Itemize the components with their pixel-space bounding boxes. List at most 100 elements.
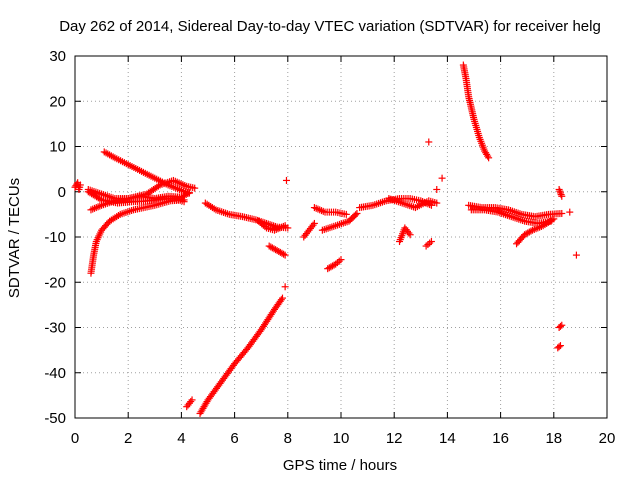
y-tick-label: 20 [49,93,66,110]
series-arc-19 [385,195,441,212]
series-arc-6 [84,188,188,207]
series-arc-25 [459,61,493,162]
series-arc-4 [100,148,193,197]
series-arc-15 [310,204,350,218]
data-point [438,174,446,182]
series-arc-21 [422,238,435,250]
x-tick-label: 6 [230,430,238,447]
series-arc-17 [324,256,345,273]
series-arc-32 [554,342,564,352]
series-arc-22 [425,138,433,146]
data-point [527,227,535,235]
series-arc-30 [566,208,574,216]
x-tick-label: 8 [284,430,292,447]
data-point [405,229,413,237]
data-point [557,191,565,199]
data-point [188,396,196,404]
data-point [484,152,492,160]
x-tick-label: 14 [439,430,456,447]
series-arc-23 [433,185,441,193]
data-point [261,223,269,231]
data-point [556,189,564,197]
data-point [433,199,441,207]
series-arc-14 [300,219,318,241]
data-point [281,283,289,291]
data-point [556,322,564,330]
y-tick-label: 10 [49,139,66,156]
data-point [572,251,580,259]
chart-title: Day 262 of 2014, Sidereal Day-to-day VTE… [59,18,601,35]
data-point [558,192,566,200]
series-arc-9 [265,242,289,259]
data-point [185,189,193,197]
gridlines [75,56,607,418]
data-point [433,185,441,193]
data-point [277,296,285,304]
x-tick-label: 4 [177,430,185,447]
series-arc-11 [196,294,286,417]
data-point [352,211,360,219]
x-tick-label: 20 [599,430,616,447]
data-point [281,222,289,230]
series-arc-13 [282,176,290,184]
y-tick-label: -20 [44,274,66,291]
y-tick-labels: -50 -40 -30 -20 -10 0 10 20 30 [44,48,66,427]
series-arc-3 [87,196,188,277]
y-tick-label: -30 [44,320,66,337]
data-point [309,221,317,229]
y-tick-label: -40 [44,365,66,382]
data-point [558,209,566,217]
data-point [353,209,361,217]
data-point [427,238,435,246]
data-point [278,294,286,302]
data-point [550,215,558,223]
data-point [187,398,195,406]
series-arc-20 [396,224,414,246]
series-arc-16 [318,209,361,234]
data-points [71,61,580,417]
data-point [281,251,289,259]
data-point [310,219,318,227]
data-point [76,181,84,189]
series-arc-28 [513,215,558,248]
x-tick-label: 10 [333,430,350,447]
series-arc-33 [572,251,580,259]
data-point [154,182,162,190]
x-tick-label: 12 [386,430,403,447]
x-axis-label: GPS time / hours [283,457,397,474]
data-point [96,195,104,203]
x-tick-label: 0 [71,430,79,447]
data-point [282,176,290,184]
series-arc-10 [183,396,196,411]
x-tick-labels: 0 2 4 6 8 10 12 14 16 18 20 [71,430,616,447]
series-arc-8 [255,217,289,234]
data-point [556,187,564,195]
data-point [180,198,188,206]
y-tick-label: -10 [44,229,66,246]
data-point [425,138,433,146]
data-point [280,250,288,258]
y-tick-label: 0 [58,184,66,201]
data-point [337,256,345,264]
series-arc-31 [555,321,566,331]
data-point [556,342,564,350]
x-tick-label: 16 [492,430,509,447]
data-point [555,343,563,351]
data-point [191,184,199,192]
series-arc-12 [281,283,289,291]
x-tick-label: 2 [124,430,132,447]
series-arc-29 [555,185,566,200]
data-point [342,210,350,218]
data-point [485,154,493,162]
y-tick-label: 30 [49,48,66,65]
data-point [558,321,566,329]
data-point [406,231,414,239]
series-arc-1 [71,179,84,193]
y-axis-label: SDTVAR / TECUs [6,178,23,298]
data-point [566,208,574,216]
y-tick-label: -50 [44,410,66,427]
x-tick-label: 18 [545,430,562,447]
axis-ticks [74,55,608,419]
data-point [555,185,563,193]
